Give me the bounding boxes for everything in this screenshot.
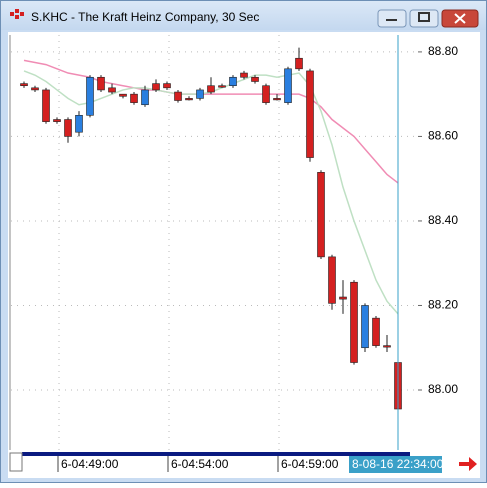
candle-body [64,119,72,137]
app-icon [10,9,24,19]
scroll-right-arrow[interactable] [459,457,477,471]
candle-body [97,76,105,91]
candle-body [141,89,149,106]
candle-body [108,87,116,93]
x-tick-label: 6-04:59:00 [281,457,339,471]
y-tick-label: 88.60 [428,129,458,143]
minimize-button[interactable] [377,9,407,28]
candle-body [328,256,336,304]
y-tick-label: 88.00 [428,382,458,396]
candle-body [372,317,380,346]
minimize-icon [386,19,397,21]
candle-body [361,305,369,349]
candle-body [75,114,83,133]
candle-body [185,98,193,101]
window-title: S.KHC - The Kraft Heinz Company, 30 Sec [31,10,259,24]
candle-body [152,83,160,91]
cursor-label: 8-08-16 22:34:00 [352,457,444,471]
candle-body [240,72,248,78]
scroll-band [22,452,410,456]
moving-average-line [23,59,399,184]
close-icon [454,13,466,24]
candle-body [119,93,127,97]
y-tick-label: 88.40 [428,213,458,227]
candle-body [31,87,39,91]
x-tick-label: 6-04:49:00 [61,457,119,471]
candle-body [53,119,61,122]
candle-body [251,76,259,82]
x-tick-label: 6-04:54:00 [171,457,229,471]
candle-body [306,70,314,158]
client-area [8,32,480,478]
candle-body [317,172,325,258]
candle-body [284,68,292,103]
cursor-label-box [349,456,442,473]
maximize-button[interactable] [409,9,439,28]
candle-body [130,93,138,103]
corner-box [9,452,23,472]
candle-body [229,76,237,87]
candle-body [273,98,281,101]
candle-body [339,296,347,300]
y-tick-label: 88.80 [428,44,458,58]
candle-body [196,89,204,99]
candle-body [86,76,94,116]
candle-body [350,281,358,363]
y-tick-label: 88.20 [428,298,458,312]
candle-body [218,85,226,88]
candle-body [20,83,28,87]
candle-body [295,57,303,70]
maximize-icon [418,12,430,22]
candle-body [174,91,182,101]
candle-body [383,345,391,348]
candle-body [163,83,171,89]
candle-body [42,89,50,122]
candle-body [262,85,270,103]
candle-body [207,85,215,93]
